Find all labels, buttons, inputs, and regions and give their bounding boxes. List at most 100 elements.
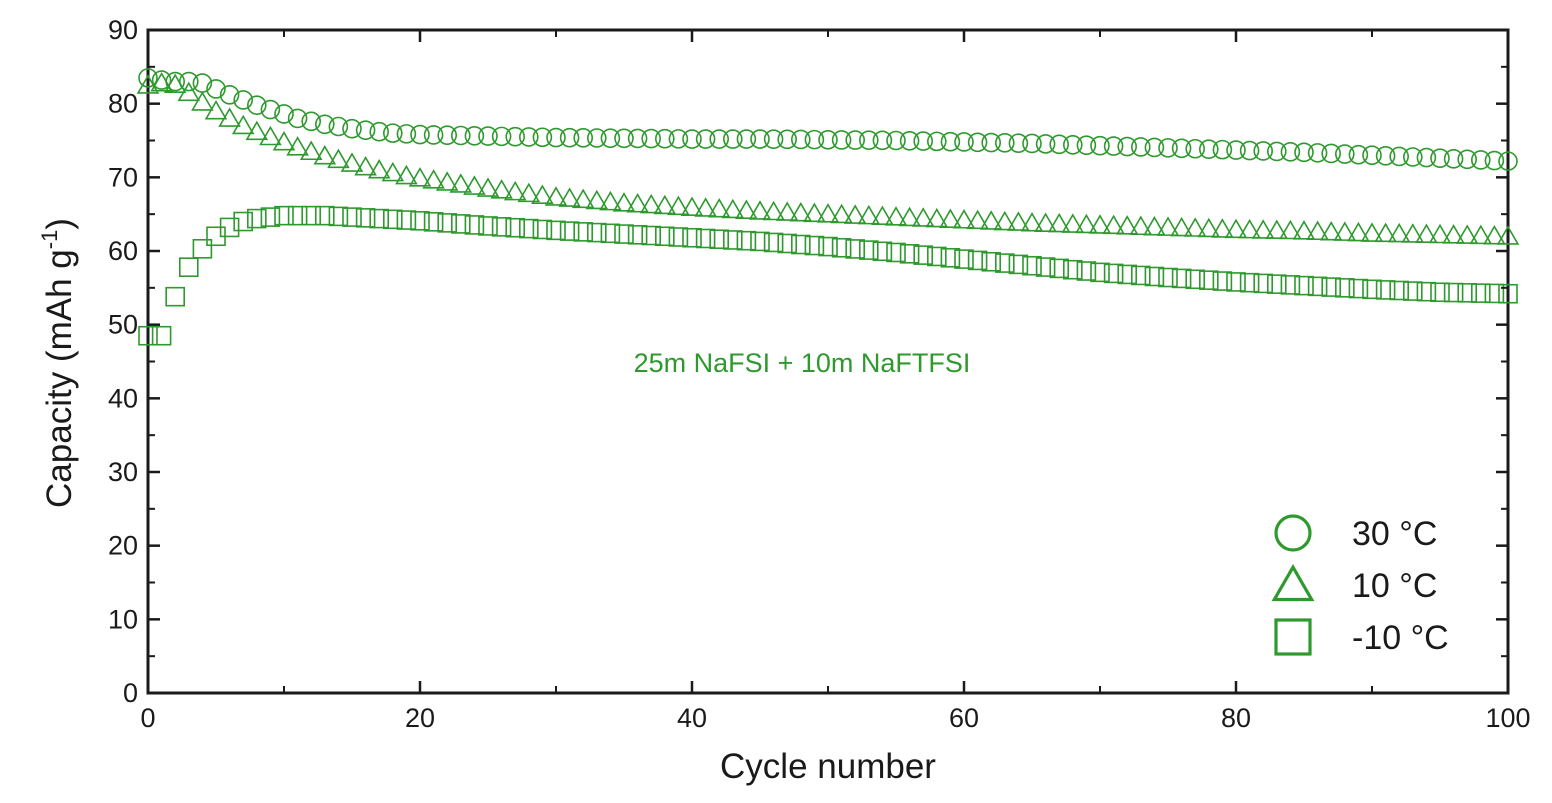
data-point-square	[627, 224, 648, 245]
data-point-circle	[994, 133, 1015, 153]
data-point-triangle	[626, 192, 649, 213]
data-marks	[136, 68, 1520, 346]
data-point-square	[179, 257, 199, 278]
y-tick-label: 10	[108, 604, 138, 634]
data-point-circle	[668, 129, 689, 149]
data-point-triangle	[1401, 223, 1425, 243]
data-point-triangle	[544, 186, 568, 206]
data-point-triangle	[313, 144, 337, 165]
data-point-triangle	[1102, 214, 1125, 235]
data-point-circle	[736, 129, 757, 149]
data-point-triangle	[408, 167, 432, 187]
data-point-square	[614, 224, 634, 244]
data-point-triangle	[531, 184, 554, 204]
data-point-circle	[546, 127, 566, 148]
data-point-square	[1253, 273, 1273, 294]
data-point-square	[396, 210, 417, 230]
legend-marker-square	[1274, 618, 1312, 656]
data-point-circle	[342, 118, 362, 139]
y-tick-label: 0	[123, 678, 138, 708]
data-point-square	[1280, 275, 1301, 295]
data-point-circle	[518, 127, 539, 147]
data-point-square	[410, 210, 430, 231]
data-point-square	[450, 214, 471, 234]
data-point-square	[1144, 266, 1165, 287]
data-point-square	[192, 238, 213, 259]
data-point-square	[1362, 279, 1382, 300]
data-point-circle	[872, 130, 893, 151]
data-point-square	[518, 218, 539, 239]
data-point-triangle	[231, 114, 255, 135]
data-point-triangle	[1129, 215, 1153, 236]
data-point-square	[967, 250, 988, 271]
data-point-circle	[1348, 144, 1369, 165]
data-point-square	[668, 227, 689, 247]
data-point-square	[1131, 265, 1151, 286]
data-point-square	[328, 206, 349, 227]
data-point-circle	[763, 129, 784, 149]
data-point-circle	[831, 130, 852, 150]
data-point-circle	[559, 127, 580, 148]
data-point-square	[1389, 280, 1409, 301]
x-axis-label: Cycle number	[720, 747, 936, 786]
data-point-triangle	[898, 206, 921, 227]
y-tick-label: 80	[108, 89, 138, 119]
data-point-circle	[1484, 150, 1505, 171]
data-point-square	[382, 209, 403, 230]
data-point-triangle	[748, 200, 772, 220]
data-point-circle	[260, 99, 281, 120]
data-point-circle	[314, 114, 335, 135]
data-point-circle	[1253, 141, 1273, 161]
data-point-square	[777, 233, 798, 254]
data-point-square	[165, 286, 185, 307]
data-point-square	[1049, 258, 1069, 279]
data-point-square	[247, 208, 267, 229]
data-point-circle	[777, 129, 798, 150]
data-point-square	[858, 240, 879, 260]
data-point-circle	[1103, 136, 1124, 156]
x-tick-label: 40	[677, 703, 707, 733]
legend-label: 10 °C	[1352, 567, 1437, 605]
data-point-circle	[845, 130, 866, 150]
data-point-circle	[1090, 135, 1110, 156]
data-point-triangle	[1455, 224, 1479, 244]
data-point-triangle	[272, 130, 296, 151]
data-point-square	[940, 247, 961, 268]
data-point-circle	[1076, 135, 1097, 156]
data-point-square	[872, 241, 893, 262]
data-point-triangle	[843, 204, 867, 224]
data-point-triangle	[476, 177, 500, 197]
y-tick-label: 60	[108, 236, 138, 266]
data-point-triangle	[803, 202, 826, 223]
data-point-triangle	[1347, 221, 1370, 242]
data-point-circle	[1416, 147, 1437, 168]
data-point-triangle	[218, 107, 241, 127]
data-point-triangle	[558, 187, 581, 207]
y-tick-label: 70	[108, 162, 138, 192]
data-point-triangle	[925, 207, 949, 228]
y-tick-label: 40	[108, 383, 138, 413]
data-point-triangle	[367, 158, 391, 179]
data-point-square	[736, 230, 757, 251]
data-point-circle	[532, 127, 553, 148]
data-point-triangle	[599, 190, 622, 211]
data-point-triangle	[585, 189, 609, 210]
data-point-triangle	[1088, 214, 1112, 234]
y-axis-label-main: Capacity (mAh g	[40, 249, 79, 508]
data-point-circle	[1212, 139, 1233, 160]
data-point-square	[274, 205, 294, 226]
data-point-square	[1171, 268, 1192, 289]
data-point-triangle	[435, 171, 459, 191]
data-point-circle	[1117, 136, 1137, 157]
data-point-triangle	[150, 72, 173, 92]
data-point-square	[682, 227, 702, 248]
data-point-triangle	[259, 125, 282, 146]
data-point-triangle	[463, 175, 486, 195]
data-point-circle	[722, 129, 743, 149]
data-point-circle	[1307, 143, 1328, 163]
data-point-square	[1008, 254, 1029, 275]
x-tick-label: 80	[1221, 703, 1251, 733]
data-point-square	[981, 251, 1002, 272]
data-point-triangle	[857, 204, 881, 225]
